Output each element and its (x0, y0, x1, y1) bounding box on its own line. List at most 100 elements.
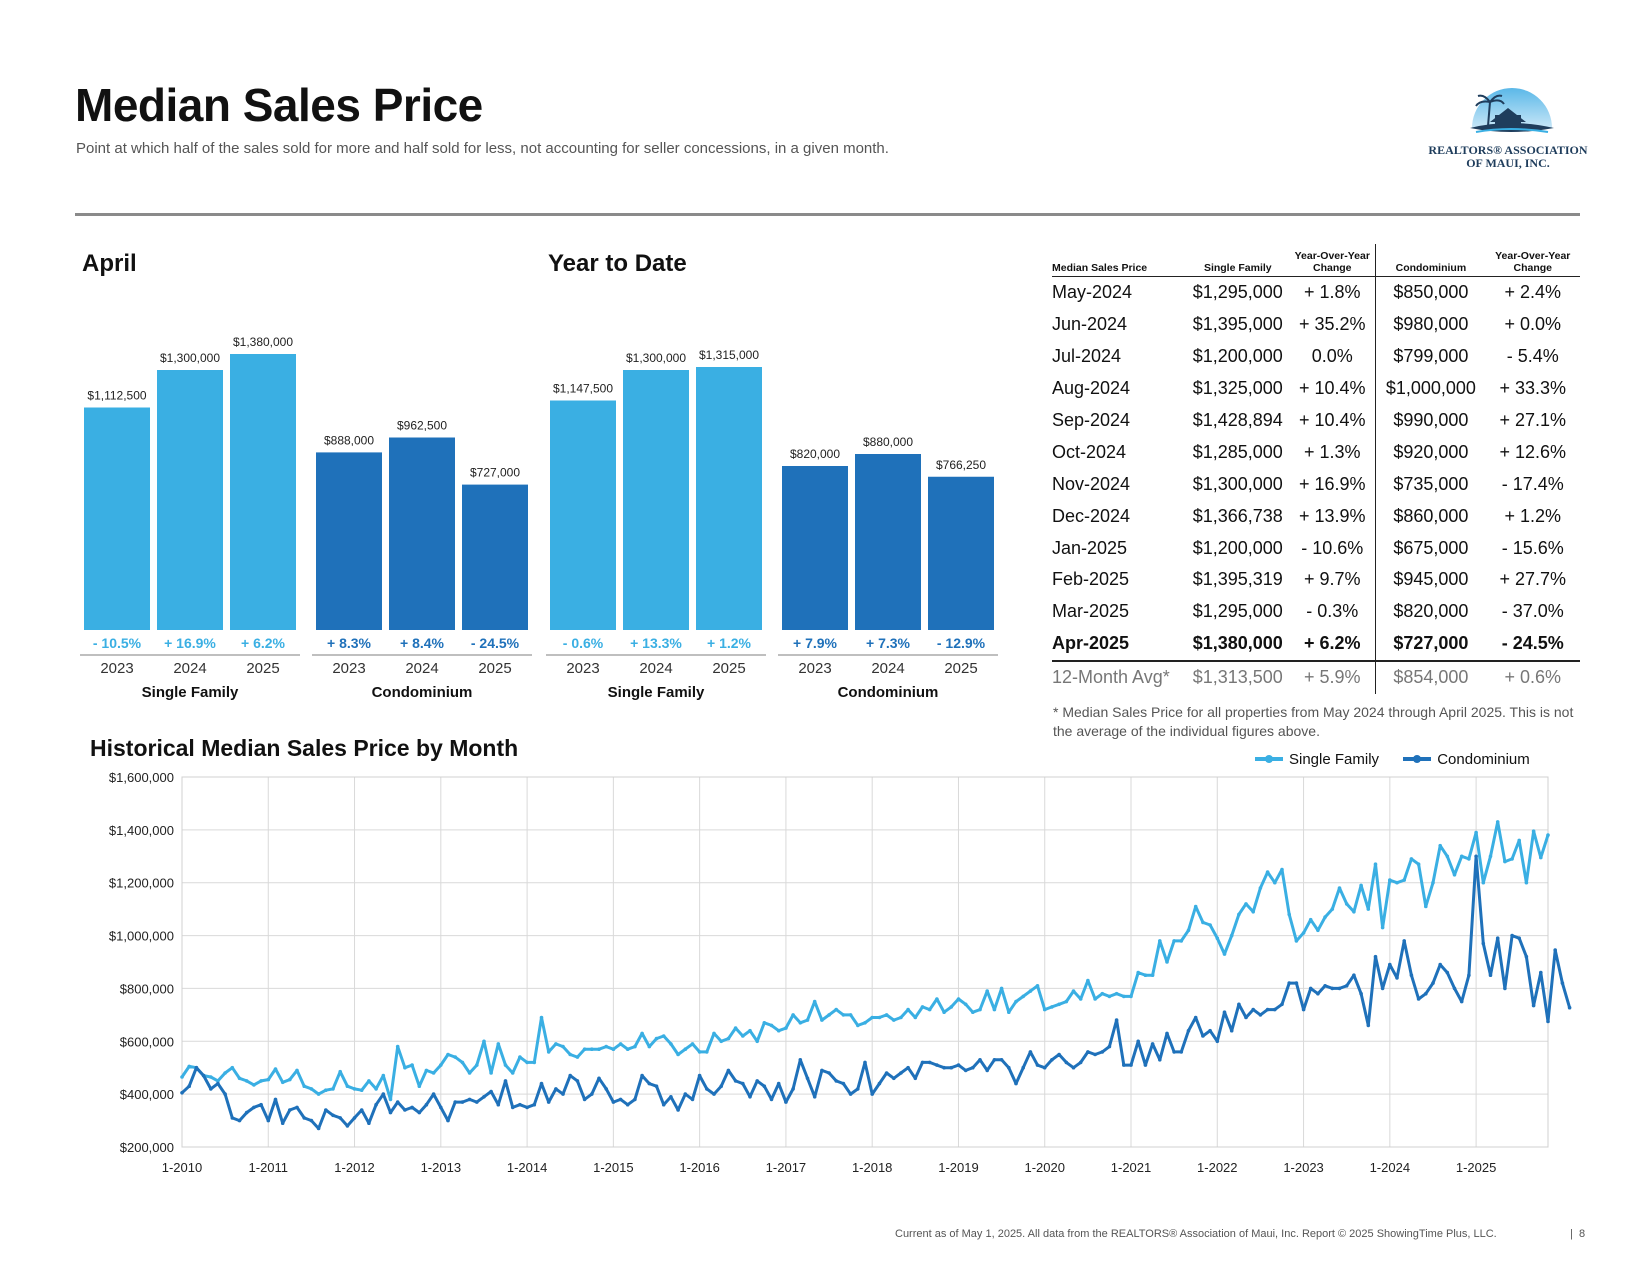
data-point (640, 1031, 644, 1036)
table-row: Apr-2025 $1,380,000 + 6.2% $727,000 - 24.5% (1052, 627, 1580, 661)
bar-change-label: + 8.3% (327, 635, 372, 651)
data-point (1388, 878, 1392, 882)
bar-change-label: + 1.2% (707, 635, 752, 651)
data-point (338, 1116, 343, 1120)
y-tick-label: $1,600,000 (109, 770, 174, 785)
data-point (1308, 986, 1313, 991)
bar (550, 400, 616, 630)
table-cell: Jan-2025 (1052, 537, 1128, 558)
data-point (647, 1044, 652, 1049)
y-tick-label: $1,200,000 (109, 876, 174, 891)
data-point (870, 1092, 874, 1096)
bar-value-label: $1,380,000 (233, 335, 293, 349)
data-point (316, 1126, 321, 1131)
data-point (489, 1089, 493, 1094)
table-cell: Feb-2025 (1052, 569, 1130, 590)
table-cell: + 1.3% (1289, 436, 1377, 469)
data-point (705, 1087, 709, 1091)
data-point (834, 1079, 838, 1083)
data-point (561, 1092, 565, 1096)
data-point (302, 1116, 306, 1120)
data-point (697, 1050, 702, 1054)
data-point (1158, 1058, 1162, 1062)
data-point (719, 1039, 723, 1044)
data-point (187, 1064, 191, 1069)
data-point (1539, 970, 1543, 975)
data-point (863, 1060, 867, 1065)
table-cell: + 0.0% (1504, 314, 1562, 335)
table-row: Dec-2024 $1,366,738 + 13.9% $860,000 + 1.2% (1052, 500, 1580, 533)
bar-change-label: + 6.2% (241, 635, 286, 651)
data-point (367, 1121, 371, 1125)
table-cell: Aug-2024 (1052, 378, 1131, 399)
data-point (992, 1058, 997, 1062)
data-point (453, 1055, 458, 1059)
data-point (812, 1095, 817, 1099)
bar-change-label: + 7.9% (793, 635, 838, 651)
data-point (971, 1010, 975, 1014)
data-point (331, 1087, 335, 1091)
table-cell: + 9.7% (1289, 564, 1377, 596)
year-tick-label: 2023 (332, 660, 365, 677)
table-cell: - 37.0% (1501, 601, 1564, 622)
data-point (590, 1047, 594, 1051)
data-point (1424, 904, 1428, 909)
table-cell: $1,295,000 (1192, 282, 1283, 303)
data-point (920, 1060, 925, 1065)
data-point (1244, 1015, 1248, 1020)
x-tick-label: 1-2021 (1111, 1160, 1151, 1175)
data-point (1452, 873, 1457, 877)
data-point (1050, 1058, 1054, 1062)
data-point (1409, 857, 1414, 861)
bar-change-label: + 7.3% (866, 635, 911, 651)
table-cell: $945,000 (1393, 569, 1469, 590)
data-point (812, 999, 817, 1004)
data-point (1007, 1010, 1011, 1014)
data-point (654, 1036, 659, 1041)
table-cell: - 17.4% (1501, 473, 1564, 494)
data-point (733, 1079, 738, 1083)
data-point (1158, 939, 1162, 943)
data-point (352, 1116, 357, 1120)
bar-change-label: + 13.3% (630, 635, 682, 651)
data-point (1258, 1013, 1263, 1017)
data-point (712, 1031, 716, 1036)
data-point (554, 1087, 558, 1091)
data-point (1222, 1010, 1227, 1014)
table-cell: $1,000,000 (1385, 378, 1476, 399)
ytd-bar-chart: $1,147,500 - 0.6% 2023 $1,300,000 + 13.3% 202… (546, 348, 998, 701)
data-point (1294, 939, 1299, 943)
data-point (295, 1105, 299, 1110)
data-point (604, 1087, 608, 1091)
table-cell: Apr-2025 (1052, 633, 1130, 654)
data-point (309, 1087, 314, 1091)
x-tick-label: 1-2022 (1197, 1160, 1237, 1175)
data-point (209, 1075, 213, 1079)
data-point (1373, 954, 1378, 959)
data-point (1337, 986, 1342, 991)
data-point (1014, 1081, 1018, 1086)
table-cell: $735,000 (1393, 473, 1469, 494)
table-cell: $990,000 (1393, 410, 1469, 430)
data-point (963, 1002, 968, 1007)
table-cell: $1,325,000 (1192, 378, 1283, 399)
data-point (388, 1110, 393, 1115)
data-point (1100, 1050, 1105, 1054)
data-point (1071, 989, 1076, 993)
data-point (618, 1097, 623, 1102)
data-point (1114, 991, 1119, 996)
table-cell: $1,313,500 (1192, 667, 1283, 688)
data-point (266, 1077, 271, 1082)
table-row: Sep-2024 $1,428,894 + 10.4% $990,000 + 27.1% (1052, 404, 1580, 437)
data-point (1488, 973, 1493, 977)
data-point (417, 1110, 422, 1115)
data-point (712, 1092, 716, 1096)
data-point (582, 1097, 587, 1102)
table-cell: - 15.6% (1501, 537, 1564, 558)
data-point (949, 1065, 954, 1070)
bar (855, 454, 921, 630)
data-point (482, 1095, 486, 1099)
data-point (424, 1102, 429, 1107)
data-point (288, 1077, 292, 1082)
data-point (1459, 999, 1464, 1004)
